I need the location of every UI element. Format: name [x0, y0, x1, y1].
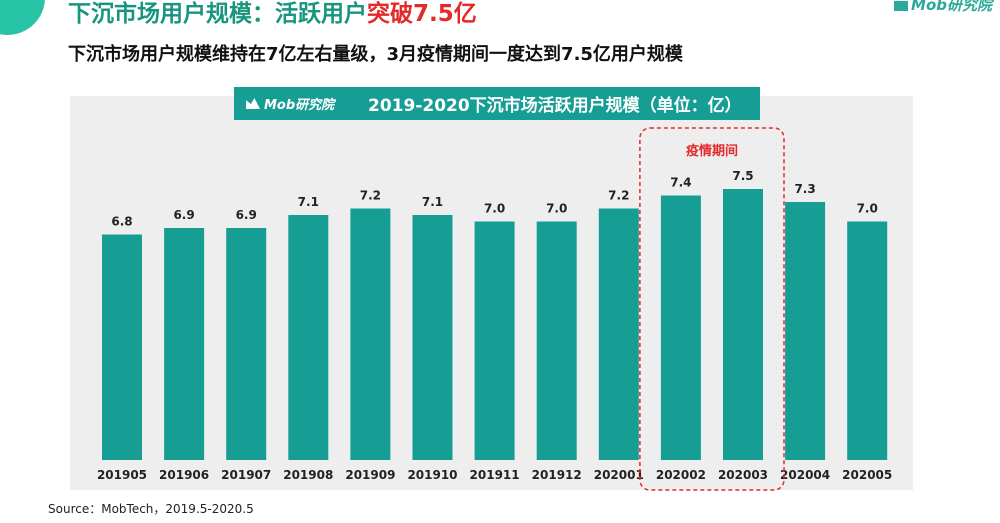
- value-label-201909: 7.2: [360, 189, 381, 203]
- category-label-202003: 202003: [718, 468, 768, 482]
- bar-201909: [350, 208, 391, 460]
- value-label-201910: 7.1: [422, 195, 443, 209]
- annotation-label: 疫情期间: [686, 143, 738, 159]
- category-label-201912: 201912: [532, 468, 582, 482]
- category-label-201907: 201907: [221, 468, 271, 482]
- chart-category-labels: 201905 201906 201907 201908 201909 201910 2019…: [97, 468, 892, 482]
- chart-value-labels: 6.8 6.9 6.9 7.1 7.2 7.1 7.0 7.0 7.2 7.4 7.5 7.3 7.0: [111, 169, 877, 229]
- banner-logo: Mob研究院: [246, 94, 358, 113]
- bar-202001: [598, 208, 639, 460]
- chart-bars: [102, 189, 888, 460]
- value-label-201908: 7.1: [298, 195, 319, 209]
- source-note: Source：MobTech，2019.5-2020.5: [48, 502, 254, 516]
- bar-201912: [536, 221, 577, 460]
- category-label-202002: 202002: [656, 468, 706, 482]
- category-label-201906: 201906: [159, 468, 209, 482]
- category-label-201911: 201911: [470, 468, 520, 482]
- value-label-201905: 6.8: [111, 215, 132, 229]
- category-label-201908: 201908: [283, 468, 333, 482]
- chart-banner: Mob研究院 2019-2020下沉市场活跃用户规模（单位：亿）: [234, 87, 760, 120]
- page-title-highlight: 突破7.5亿: [367, 1, 477, 27]
- page-title: 下沉市场用户规模：活跃用户突破7.5亿: [68, 0, 477, 28]
- mob-logo-icon: [894, 0, 909, 11]
- category-label-201910: 201910: [407, 468, 457, 482]
- page-title-main: 下沉市场用户规模：活跃用户: [68, 1, 367, 27]
- bar-202004: [785, 202, 826, 460]
- mob-logo-icon: [246, 98, 260, 109]
- page-subtitle: 下沉市场用户规模维持在7亿左右量级，3月疫情期间一度达到7.5亿用户规模: [68, 44, 683, 65]
- value-label-202002: 7.4: [670, 176, 691, 190]
- bar-201908: [288, 215, 329, 460]
- value-label-202004: 7.3: [794, 182, 815, 196]
- value-label-202003: 7.5: [732, 169, 753, 183]
- category-label-201909: 201909: [345, 468, 395, 482]
- value-label-201906: 6.9: [173, 208, 194, 222]
- category-label-202001: 202001: [594, 468, 644, 482]
- bar-202002: [660, 195, 701, 460]
- brand-logo: Mob研究院: [894, 0, 992, 14]
- bar-201905: [102, 234, 142, 460]
- bar-201907: [226, 228, 267, 460]
- value-label-201912: 7.0: [546, 202, 567, 216]
- annotation-box: [639, 127, 785, 491]
- bar-201906: [164, 228, 205, 460]
- bar-202005: [847, 221, 888, 460]
- category-label-202004: 202004: [780, 468, 830, 482]
- brand-name: Mob研究院: [911, 0, 992, 14]
- bar-201910: [412, 215, 453, 460]
- bar-201911: [474, 221, 515, 460]
- value-label-202005: 7.0: [857, 202, 878, 216]
- chart-annotation: 疫情期间: [639, 127, 785, 491]
- value-label-202001: 7.2: [608, 189, 629, 203]
- value-label-201907: 6.9: [236, 208, 257, 222]
- chart-title: 2019-2020下沉市场活跃用户规模（单位：亿）: [368, 96, 742, 116]
- category-label-202005: 202005: [842, 468, 892, 482]
- category-label-201905: 201905: [97, 468, 147, 482]
- value-label-201911: 7.0: [484, 202, 505, 216]
- bar-202003: [723, 189, 763, 460]
- banner-logo-text: Mob研究院: [264, 98, 335, 113]
